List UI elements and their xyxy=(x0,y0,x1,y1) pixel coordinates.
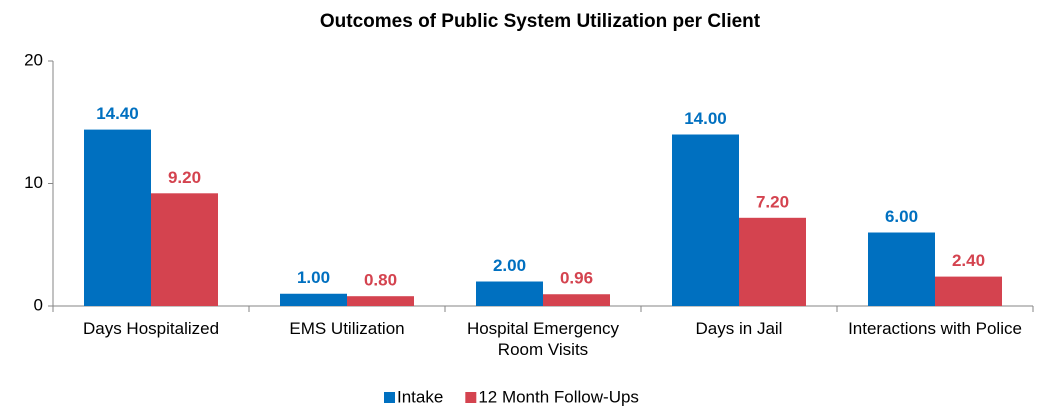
data-label: 1.00 xyxy=(297,268,330,287)
data-label: 6.00 xyxy=(885,207,918,226)
y-tick-label: 20 xyxy=(24,50,43,69)
bar xyxy=(935,276,1002,306)
x-tick-label: Days in Jail xyxy=(695,319,783,338)
x-tick-label: Hospital Emergency Room Visits xyxy=(466,319,620,359)
data-label: 0.80 xyxy=(364,271,397,290)
bar xyxy=(347,296,414,306)
legend-swatch xyxy=(465,392,477,403)
bar xyxy=(739,217,806,306)
x-tick-label: Days Hospitalized xyxy=(82,319,220,338)
chart-title: Outcomes of Public System Utilization pe… xyxy=(320,11,761,32)
data-label: 0.96 xyxy=(560,269,593,288)
y-tick-label: 0 xyxy=(34,295,43,314)
data-label: 9.20 xyxy=(168,168,201,187)
legend-label: 12 Month Follow-Ups xyxy=(478,387,639,406)
data-label: 14.40 xyxy=(96,104,139,123)
data-label: 2.00 xyxy=(493,256,526,275)
bar xyxy=(868,232,935,306)
data-label: 2.40 xyxy=(952,251,985,270)
bar xyxy=(476,281,543,306)
x-tick-label: EMS Utilization xyxy=(289,319,405,338)
bar xyxy=(84,129,151,306)
data-label: 14.00 xyxy=(684,109,727,128)
data-label: 7.20 xyxy=(756,192,789,211)
bar xyxy=(672,134,739,306)
bar xyxy=(543,294,610,306)
bar xyxy=(151,193,218,306)
legend-label: Intake xyxy=(397,387,443,406)
x-tick-label: Interactions with Police xyxy=(848,319,1022,338)
y-tick-label: 10 xyxy=(24,173,43,192)
legend-swatch xyxy=(384,392,395,403)
bar xyxy=(280,293,347,306)
